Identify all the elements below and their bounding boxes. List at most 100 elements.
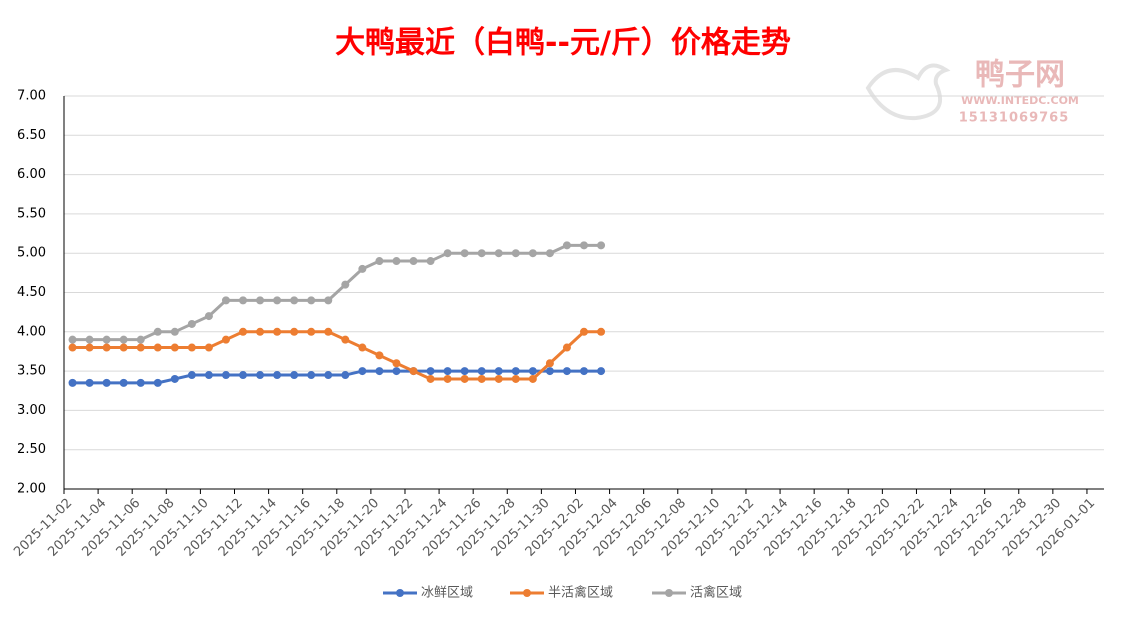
data-point — [273, 371, 282, 380]
y-tick-label: 5.00 — [17, 246, 46, 261]
data-point — [528, 367, 537, 376]
data-point — [341, 280, 350, 289]
data-point — [511, 249, 520, 258]
data-point — [307, 296, 316, 305]
legend-marker — [396, 589, 404, 597]
data-point — [68, 378, 77, 387]
data-point — [68, 343, 77, 352]
legend-label: 半活禽区域 — [548, 585, 613, 601]
y-tick-label: 3.50 — [17, 364, 46, 379]
y-tick-label: 7.00 — [17, 89, 46, 104]
data-point — [494, 374, 503, 383]
watermark-name: 鸭子网 — [975, 58, 1065, 93]
y-tick-label: 4.50 — [17, 285, 46, 300]
data-point — [477, 374, 486, 383]
data-point — [170, 343, 179, 352]
y-tick-label: 2.00 — [17, 482, 46, 497]
data-point — [119, 343, 128, 352]
y-tick-label: 3.00 — [17, 403, 46, 418]
data-point — [341, 371, 350, 380]
data-point — [239, 371, 248, 380]
data-point — [597, 241, 606, 250]
data-point — [136, 378, 145, 387]
data-point — [68, 335, 77, 344]
y-tick-label: 6.50 — [17, 128, 46, 143]
legend-label: 冰鲜区域 — [421, 586, 473, 601]
data-point — [136, 343, 145, 352]
chart-title: 大鸭最近（白鸭--元/斤）价格走势 — [335, 26, 791, 61]
data-point — [204, 343, 213, 352]
data-point — [511, 374, 520, 383]
data-point — [85, 335, 94, 344]
data-point — [221, 335, 230, 344]
data-point — [597, 327, 606, 336]
data-point — [119, 335, 128, 344]
data-point — [290, 327, 299, 336]
data-point — [273, 296, 282, 305]
y-tick-label: 5.50 — [17, 206, 46, 221]
data-point — [256, 371, 265, 380]
data-point — [562, 343, 571, 352]
data-point — [307, 371, 316, 380]
watermark-url: WWW.INTEDC.COM — [961, 94, 1079, 107]
data-point — [460, 374, 469, 383]
data-point — [545, 359, 554, 368]
data-point — [375, 257, 384, 266]
data-point — [477, 249, 486, 258]
data-point — [597, 367, 606, 376]
data-point — [324, 371, 333, 380]
data-point — [443, 374, 452, 383]
data-point — [426, 367, 435, 376]
data-point — [324, 296, 333, 305]
data-point — [358, 343, 367, 352]
data-point — [460, 367, 469, 376]
data-point — [170, 327, 179, 336]
data-point — [153, 378, 162, 387]
data-point — [153, 343, 162, 352]
data-point — [256, 327, 265, 336]
data-point — [256, 296, 265, 305]
data-point — [102, 378, 111, 387]
data-point — [307, 327, 316, 336]
data-point — [580, 327, 588, 336]
data-point — [221, 296, 230, 305]
data-point — [511, 367, 520, 376]
data-point — [562, 367, 571, 376]
data-point — [528, 249, 537, 258]
series-line — [72, 369, 602, 385]
data-point — [358, 264, 367, 273]
data-point — [392, 257, 401, 266]
data-point — [119, 378, 128, 387]
watermark-logo — [865, 63, 951, 121]
data-point — [273, 327, 282, 336]
data-point — [204, 371, 213, 380]
data-point — [409, 367, 418, 376]
data-point — [187, 371, 196, 380]
data-point — [545, 249, 554, 258]
data-point — [187, 319, 196, 328]
data-point — [358, 367, 367, 376]
watermark: 鸭子网 WWW.INTEDC.COM 15131069765 — [865, 58, 1079, 126]
data-point — [170, 374, 179, 383]
legend-marker — [523, 589, 531, 597]
data-point — [341, 335, 350, 344]
y-tick-label: 6.00 — [17, 167, 46, 182]
data-point — [426, 257, 435, 266]
data-point — [460, 249, 469, 258]
data-point — [375, 367, 384, 376]
data-point — [375, 351, 384, 360]
data-point — [204, 312, 213, 321]
data-point — [443, 367, 452, 376]
data-point — [443, 249, 452, 258]
y-tick-label: 4.00 — [17, 324, 46, 339]
data-point — [494, 249, 503, 258]
data-point — [239, 296, 248, 305]
data-point — [494, 367, 503, 376]
data-point — [102, 343, 111, 352]
watermark-phone: 15131069765 — [959, 111, 1070, 126]
data-point — [580, 241, 588, 250]
data-point — [85, 343, 94, 352]
data-point — [221, 371, 230, 380]
data-point — [392, 359, 401, 368]
